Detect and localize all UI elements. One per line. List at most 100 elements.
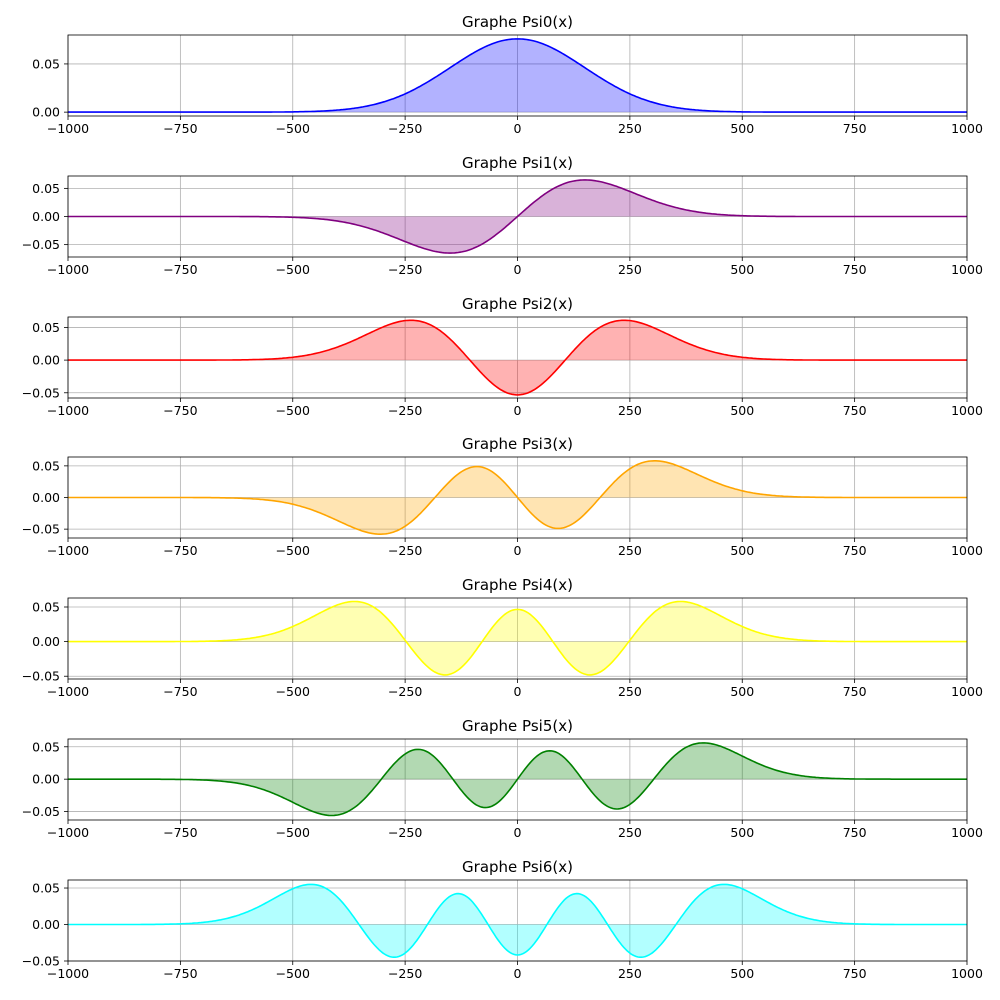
x-tick-label: −500: [276, 825, 310, 840]
x-tick-label: −750: [163, 543, 197, 558]
x-tick-label: 750: [843, 825, 867, 840]
x-tick-label: 250: [618, 966, 642, 981]
x-tick-label: 0: [514, 403, 522, 418]
x-tick-label: 0: [514, 543, 522, 558]
y-tick-label: −0.05: [22, 669, 60, 684]
x-tick-label: −1000: [47, 262, 89, 277]
x-tick-label: 750: [843, 543, 867, 558]
x-tick-label: −1000: [47, 684, 89, 699]
x-tick-label: −500: [276, 684, 310, 699]
y-tick-label: 0.05: [32, 881, 60, 896]
x-tick-label: 500: [730, 684, 754, 699]
y-tick-label: 0.05: [32, 600, 60, 615]
psi0-fill: [68, 38, 967, 113]
x-tick-label: 1000: [951, 966, 983, 981]
psi5-line: [68, 742, 967, 817]
x-tick-label: 500: [730, 403, 754, 418]
x-tick-label: 1000: [951, 121, 983, 136]
psi2-line: [68, 319, 967, 396]
x-tick-label: −1000: [47, 403, 89, 418]
y-tick-label: −0.05: [22, 522, 60, 537]
y-tick-label: 0.00: [32, 772, 60, 787]
x-tick-label: 750: [843, 966, 867, 981]
x-tick-label: −1000: [47, 543, 89, 558]
x-tick-label: −500: [276, 262, 310, 277]
psi1-line: [68, 179, 967, 254]
x-tick-label: 750: [843, 684, 867, 699]
y-tick-label: 0.00: [32, 105, 60, 120]
y-tick-label: 0.05: [32, 739, 60, 754]
y-tick-label: −0.05: [22, 954, 60, 969]
x-tick-label: −500: [276, 403, 310, 418]
x-tick-label: −1000: [47, 825, 89, 840]
y-tick-label: 0.05: [32, 320, 60, 335]
psi6-line: [68, 883, 967, 958]
x-tick-label: −750: [163, 825, 197, 840]
psi4-line: [68, 600, 967, 676]
x-tick-label: 250: [618, 543, 642, 558]
subplot-title: Graphe Psi1(x): [462, 154, 573, 172]
x-tick-label: −500: [276, 543, 310, 558]
y-tick-label: 0.05: [32, 181, 60, 196]
x-tick-label: −250: [388, 825, 422, 840]
x-tick-label: 250: [618, 825, 642, 840]
x-tick-label: 750: [843, 121, 867, 136]
x-tick-label: −250: [388, 543, 422, 558]
x-tick-label: 750: [843, 403, 867, 418]
y-tick-label: −0.05: [22, 804, 60, 819]
subplot-title: Graphe Psi0(x): [462, 13, 573, 31]
x-tick-label: −500: [276, 121, 310, 136]
x-tick-label: 500: [730, 121, 754, 136]
y-tick-label: 0.00: [32, 353, 60, 368]
x-tick-label: 250: [618, 684, 642, 699]
x-tick-label: −750: [163, 684, 197, 699]
x-tick-label: −750: [163, 262, 197, 277]
x-tick-label: −250: [388, 262, 422, 277]
subplot-title: Graphe Psi5(x): [462, 717, 573, 735]
x-tick-label: 0: [514, 966, 522, 981]
x-tick-label: 500: [730, 262, 754, 277]
x-tick-label: −250: [388, 966, 422, 981]
x-tick-label: −250: [388, 684, 422, 699]
x-tick-label: −750: [163, 966, 197, 981]
x-tick-label: 250: [618, 121, 642, 136]
y-tick-label: −0.05: [22, 237, 60, 252]
subplot-psi3: −1000 −750 −500 −250 0 250 500 750 1000 −0.05 0.00…: [22, 435, 983, 558]
x-tick-label: 0: [514, 684, 522, 699]
x-tick-label: −250: [388, 121, 422, 136]
subplot-psi5: −1000 −750 −500 −250 0 250 500 750 1000 −0.05 0.00…: [22, 717, 983, 840]
x-tick-label: −750: [163, 403, 197, 418]
psi6-fill: [68, 884, 967, 958]
x-tick-label: 500: [730, 825, 754, 840]
x-tick-label: 250: [618, 403, 642, 418]
subplot-title: Graphe Psi2(x): [462, 295, 573, 313]
y-tick-label: 0.00: [32, 490, 60, 505]
subplot-psi4: −1000 −750 −500 −250 0 250 500 750 1000 −0.05 0.00…: [22, 576, 983, 699]
y-tick-label: −0.05: [22, 385, 60, 400]
y-tick-label: 0.00: [32, 209, 60, 224]
x-tick-label: −250: [388, 403, 422, 418]
subplot-psi0: −1000 −750 −500 −250 0 250 500 750 1000 0.00 0.05 G…: [32, 13, 983, 136]
subplot-title: Graphe Psi3(x): [462, 435, 573, 453]
psi3-line: [68, 460, 967, 535]
x-tick-label: 1000: [951, 684, 983, 699]
subplot-title: Graphe Psi6(x): [462, 858, 573, 876]
x-tick-label: 0: [514, 262, 522, 277]
y-tick-label: 0.00: [32, 917, 60, 932]
subplot-psi1: −1000 −750 −500 −250 0 250 500 750 1000 −0.05 0.00…: [22, 154, 983, 277]
x-tick-label: −1000: [47, 966, 89, 981]
x-tick-label: 0: [514, 825, 522, 840]
y-tick-label: 0.00: [32, 634, 60, 649]
psi4-fill: [68, 601, 967, 675]
subplot-title: Graphe Psi4(x): [462, 576, 573, 594]
x-tick-label: −1000: [47, 121, 89, 136]
psi2-fill: [68, 320, 967, 395]
x-tick-label: 500: [730, 966, 754, 981]
x-tick-label: 250: [618, 262, 642, 277]
x-tick-label: 0: [514, 121, 522, 136]
x-tick-label: −500: [276, 966, 310, 981]
x-tick-label: 1000: [951, 825, 983, 840]
x-tick-label: 750: [843, 262, 867, 277]
x-tick-label: 1000: [951, 543, 983, 558]
